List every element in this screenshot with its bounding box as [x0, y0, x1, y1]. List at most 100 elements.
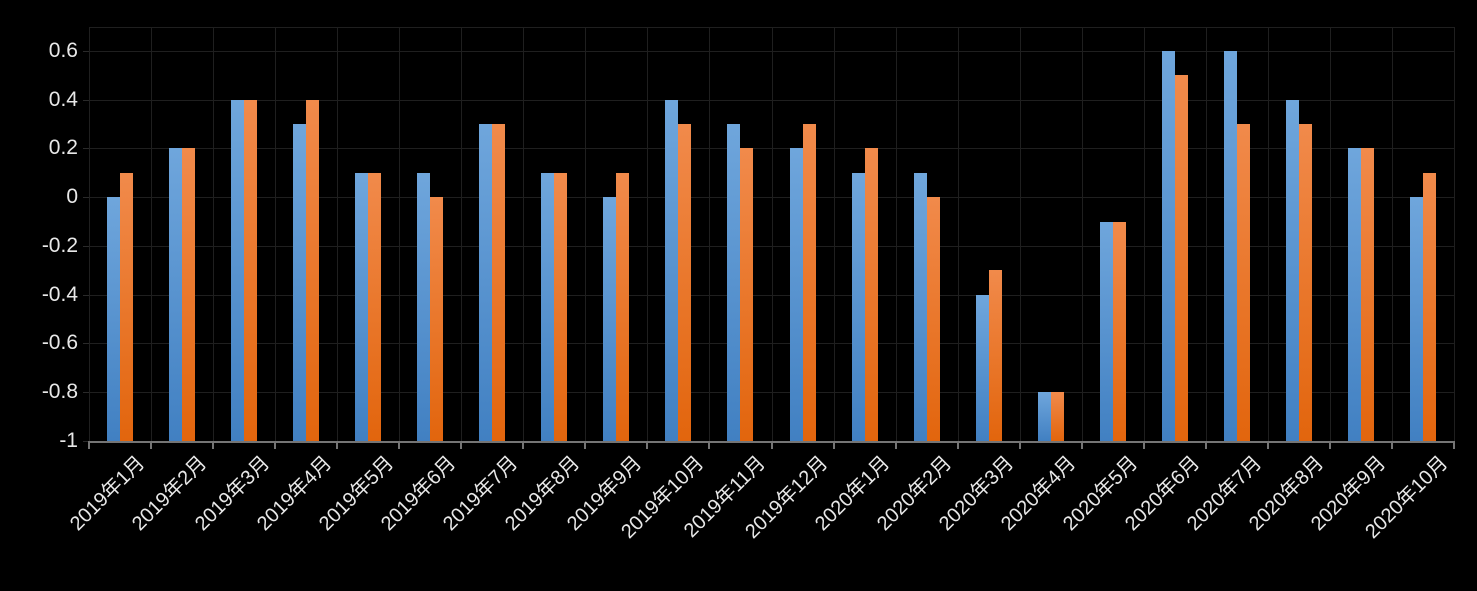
x-axis-tick: [894, 441, 897, 449]
x-gridline: [709, 26, 711, 441]
x-axis-tick: [336, 441, 339, 449]
bar-blue-series-2019年7月: [479, 124, 493, 441]
x-axis-tick: [832, 441, 835, 449]
bar-orange-series-2019年6月: [430, 197, 444, 441]
y-axis-label: -0.4: [41, 282, 78, 306]
x-gridline: [1329, 26, 1331, 441]
x-gridline: [89, 26, 90, 441]
bar-orange-series-2019年8月: [554, 172, 568, 441]
x-gridline: [1267, 26, 1269, 441]
x-axis-tick: [398, 441, 401, 449]
y-axis-tick: [83, 343, 89, 345]
y-axis-label: 0.6: [48, 38, 78, 62]
x-axis-tick: [646, 441, 649, 449]
bar-blue-series-2020年2月: [913, 172, 927, 441]
bar-blue-series-2020年9月: [1347, 148, 1361, 441]
bar-blue-series-2019年3月: [231, 99, 245, 441]
y-axis-tick: [83, 99, 89, 101]
bar-orange-series-2020年10月: [1422, 172, 1436, 441]
y-axis-label: -0.2: [41, 233, 78, 257]
x-axis-line: [89, 440, 1454, 443]
bar-blue-series-2019年12月: [789, 148, 803, 441]
x-gridline: [523, 26, 525, 441]
x-axis-tick: [1266, 441, 1269, 449]
bar-orange-series-2020年7月: [1236, 124, 1250, 441]
y-axis-tick: [83, 197, 89, 199]
bar-orange-series-2019年12月: [802, 124, 816, 441]
bar-orange-series-2020年4月: [1050, 392, 1064, 441]
bar-orange-series-2019年5月: [368, 172, 382, 441]
y-axis-tick: [83, 148, 89, 150]
bar-blue-series-2019年1月: [107, 197, 121, 441]
y-axis-tick: [83, 245, 89, 247]
y-axis-tick: [83, 50, 89, 52]
x-axis-tick: [1142, 441, 1145, 449]
x-gridline: [771, 26, 773, 441]
y-axis-tick: [83, 294, 89, 296]
bar-blue-series-2020年4月: [1037, 392, 1051, 441]
x-axis-tick: [1204, 441, 1207, 449]
bar-blue-series-2020年7月: [1223, 50, 1237, 441]
x-gridline: [1205, 26, 1207, 441]
x-gridline: [1454, 26, 1455, 441]
x-axis-tick: [708, 441, 711, 449]
x-gridline: [957, 26, 959, 441]
y-axis-label: 0.2: [48, 136, 78, 160]
x-axis-tick: [1080, 441, 1083, 449]
bar-orange-series-2020年8月: [1298, 124, 1312, 441]
x-axis-tick: [88, 441, 90, 449]
x-gridline: [399, 26, 401, 441]
x-axis-tick: [1018, 441, 1021, 449]
bar-orange-series-2019年2月: [182, 148, 196, 441]
bar-orange-series-2019年10月: [678, 124, 692, 441]
x-axis-tick: [584, 441, 587, 449]
x-gridline: [647, 26, 649, 441]
x-gridline: [895, 26, 897, 441]
x-axis-tick: [956, 441, 959, 449]
x-axis-tick: [1328, 441, 1331, 449]
x-axis-tick: [770, 441, 773, 449]
bar-blue-series-2020年1月: [851, 172, 865, 441]
bar-blue-series-2019年4月: [293, 124, 307, 441]
bar-orange-series-2020年5月: [1112, 221, 1126, 441]
bar-orange-series-2019年1月: [120, 172, 134, 441]
bar-blue-series-2019年2月: [169, 148, 183, 441]
x-axis-tick: [1453, 441, 1455, 449]
x-gridline: [213, 26, 215, 441]
bar-blue-series-2020年8月: [1285, 99, 1299, 441]
y-axis-tick: [83, 392, 89, 394]
bar-orange-series-2020年9月: [1360, 148, 1374, 441]
bar-blue-series-2020年6月: [1161, 50, 1175, 441]
x-axis-tick: [1390, 441, 1393, 449]
x-axis-tick: [274, 441, 277, 449]
y-axis-label: -0.6: [41, 331, 78, 355]
bar-blue-series-2019年8月: [541, 172, 555, 441]
bar-orange-series-2019年7月: [492, 124, 506, 441]
bar-orange-series-2020年2月: [926, 197, 940, 441]
bar-orange-series-2020年1月: [864, 148, 878, 441]
x-axis-tick: [150, 441, 153, 449]
y-axis-label: -0.8: [41, 380, 78, 404]
bar-orange-series-2019年11月: [740, 148, 754, 441]
y-axis-label: -1: [59, 429, 78, 452]
x-gridline: [833, 26, 835, 441]
bar-orange-series-2019年9月: [616, 172, 630, 441]
x-gridline: [461, 26, 463, 441]
bar-blue-series-2019年6月: [417, 172, 431, 441]
x-axis-tick: [460, 441, 463, 449]
x-gridline: [1081, 26, 1083, 441]
x-gridline: [337, 26, 339, 441]
bar-blue-series-2019年10月: [665, 99, 679, 441]
bar-blue-series-2019年11月: [727, 124, 741, 441]
bar-orange-series-2019年4月: [306, 99, 320, 441]
bar-blue-series-2019年9月: [603, 197, 617, 441]
x-gridline: [585, 26, 587, 441]
x-axis-tick: [212, 441, 215, 449]
y-axis-tick: [83, 441, 89, 442]
x-gridline: [1391, 26, 1393, 441]
bar-orange-series-2020年3月: [988, 270, 1002, 441]
x-gridline: [1019, 26, 1021, 441]
y-axis-label: 0: [66, 185, 78, 209]
